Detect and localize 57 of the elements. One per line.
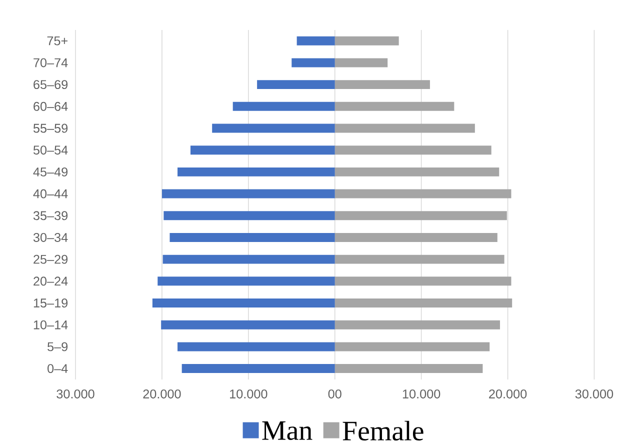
bar [162,190,335,198]
bar [292,58,335,68]
y-tick-label: 5–9 [48,342,68,352]
y-tick-label: 0–4 [48,364,68,374]
bar [182,364,335,374]
bar [334,233,498,242]
bar [257,80,335,90]
legend-label: Man [262,422,312,440]
bar [232,102,335,112]
bar [212,124,335,133]
bar [334,190,512,198]
bar [162,255,335,264]
y-tick-label: 20–24 [34,276,68,286]
y-tick-label: 55–59 [33,124,68,133]
bar [164,211,335,220]
x-tick-label: 30.000 [56,390,94,399]
y-tick-label: 10–14 [34,320,68,330]
legend-label: Female [342,421,424,441]
y-tick-label: 60–64 [34,102,68,112]
y-tick-label: 70–74 [34,58,68,68]
bar [334,320,500,330]
bar [334,255,504,264]
bar [334,276,512,286]
x-tick-label: 00 [328,390,342,399]
y-tick-label: 65–69 [34,80,68,90]
x-tick-label: 20.000 [143,390,181,399]
bar [170,233,335,242]
bar [158,276,335,286]
bar [334,211,507,220]
bar [334,124,475,133]
bar [178,168,335,177]
x-tick-label: 10.000 [402,390,440,399]
bar [161,320,335,330]
y-tick-label: 15–19 [34,298,68,308]
x-tick-label: 30.000 [575,390,614,399]
bar [334,342,490,352]
bar [334,80,430,90]
bar [296,36,335,46]
y-tick-label: 50–54 [33,146,68,155]
bar [334,58,388,68]
y-tick-label: 45–49 [33,168,68,177]
bar [334,298,512,308]
bar [334,102,454,112]
y-tick-label: 25–29 [34,255,68,264]
bar [334,168,500,177]
x-tick-label: 10.000 [230,390,268,399]
bar [152,298,335,308]
y-tick-label: 35–39 [33,211,68,220]
bar [190,146,335,155]
y-tick-label: 30–34 [33,233,68,242]
bar [334,146,492,155]
x-tick-label: 20.000 [489,390,527,399]
bar [334,364,483,374]
bar [334,36,399,46]
bar [178,342,335,352]
y-tick-label: 75+ [47,36,68,46]
y-tick-label: 40–44 [33,190,68,198]
